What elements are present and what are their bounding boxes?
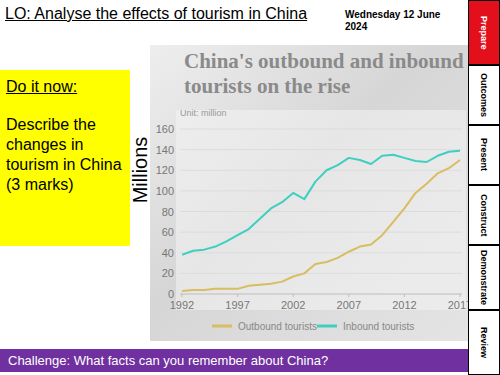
series-line <box>182 151 460 255</box>
y-axis-label: Millions <box>128 130 152 210</box>
x-tick <box>460 294 461 297</box>
y-tick-label: 100 <box>156 185 174 197</box>
x-tick-label: 2012 <box>392 299 416 311</box>
x-tick <box>293 294 294 297</box>
task-box: Do it now: Describe the changes in touris… <box>0 70 130 246</box>
task-marks: (3 marks) <box>6 175 124 195</box>
date: Wednesday 12 June 2024 <box>345 9 447 33</box>
side-tab-label: Outcomes <box>469 66 499 124</box>
grid-line <box>180 149 462 150</box>
side-tab-label: Construct <box>469 186 499 244</box>
y-tick-label: 140 <box>156 144 174 156</box>
side-tab: Prepare <box>468 0 500 65</box>
challenge: Challenge: What facts can you remember a… <box>0 349 468 372</box>
x-tick-label: 1997 <box>225 299 249 311</box>
side-tab: Present <box>468 125 500 185</box>
side-tab-label: Demonstrate <box>469 246 499 309</box>
side-tab-label: Prepare <box>469 1 499 64</box>
plot-background <box>176 110 466 310</box>
series-group <box>182 151 460 291</box>
grid-line <box>180 232 462 233</box>
objective: LO: Analyse the effects of tourism in Ch… <box>5 4 335 24</box>
side-tab: Demonstrate <box>468 245 500 310</box>
legend-label: Inbound tourists <box>343 321 414 332</box>
grid-line <box>180 294 462 295</box>
y-tick-label: 20 <box>162 267 174 279</box>
x-tick <box>182 294 183 297</box>
y-tick-label: 60 <box>162 226 174 238</box>
grid-line <box>180 252 462 253</box>
y-tick-label: 120 <box>156 164 174 176</box>
legend-label: Outbound tourists <box>238 321 317 332</box>
chart-background <box>150 45 468 341</box>
legend-swatch <box>317 325 337 328</box>
grid-line <box>180 273 462 274</box>
x-tick <box>404 294 405 297</box>
side-tab: Review <box>468 310 500 375</box>
x-tick-label: 1992 <box>170 299 194 311</box>
side-tab-label: Present <box>469 126 499 184</box>
side-tab: Outcomes <box>468 65 500 125</box>
x-tick <box>348 294 349 297</box>
chart-title: China's outbound and inbound tourists on… <box>184 49 466 99</box>
grid-line <box>180 170 462 171</box>
task-text: Describe the changes in tourism in China <box>6 115 124 175</box>
y-tick-label: 160 <box>156 123 174 135</box>
y-tick-label: 40 <box>162 247 174 259</box>
y-tick-label: 80 <box>162 206 174 218</box>
x-tick-label: 2007 <box>337 299 361 311</box>
side-tab: Construct <box>468 185 500 245</box>
series-line <box>182 160 460 291</box>
x-tick <box>237 294 238 297</box>
task-heading: Do it now: <box>6 77 124 97</box>
x-tick-label: 2002 <box>281 299 305 311</box>
annotation: Unit: million <box>180 108 227 118</box>
grid-line <box>180 211 462 212</box>
slide: 0204060801001201401601992199720022007201… <box>0 0 500 375</box>
legend-swatch <box>212 325 232 328</box>
side-tab-label: Review <box>469 311 499 374</box>
grid-line <box>180 129 462 130</box>
